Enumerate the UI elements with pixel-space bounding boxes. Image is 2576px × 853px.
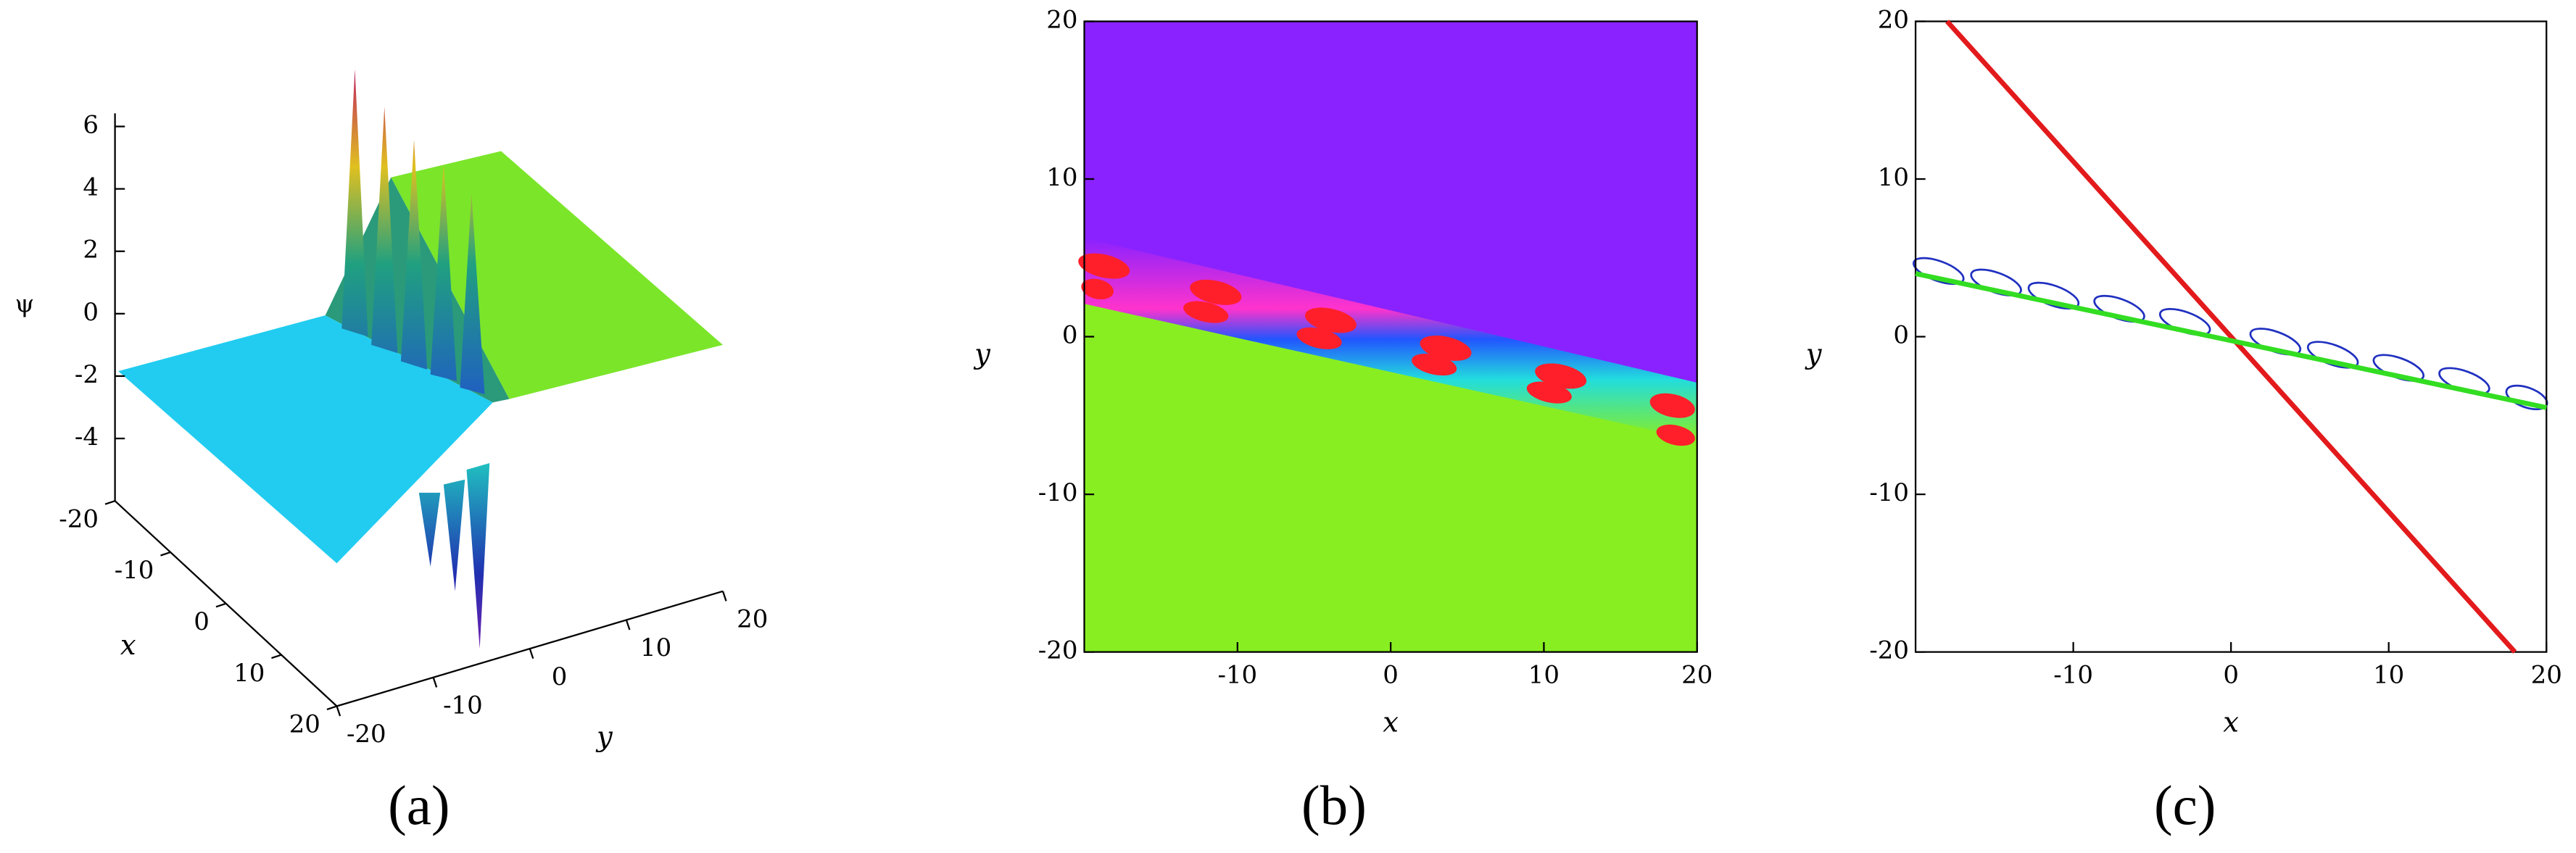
y-tick-label: 10 [640,633,671,662]
panel-caption: (a) [388,774,450,836]
x-tick-label: 20 [2531,661,2562,690]
y-tick-label: -20 [1038,636,1078,665]
y-tick [336,706,341,717]
x-tick-label: 10 [1528,661,1560,690]
z-tick-label: 4 [83,173,99,202]
x-tick-label: 10 [2373,661,2404,690]
x-tick [104,500,115,505]
y-tick-label: -10 [1038,478,1078,507]
z-tick-label: 2 [83,236,99,265]
x-axis-label: x [2223,706,2239,738]
x-tick [326,705,337,710]
panel-caption: (b) [1301,774,1367,836]
x-axis-label: x [1383,706,1399,738]
z-tick-label: 0 [83,298,99,327]
surface [118,69,724,649]
y-tick [625,620,631,631]
x-tick-label: 20 [289,710,320,739]
y-tick-label: 0 [1893,321,1909,350]
z-tick-label: -2 [75,360,99,389]
y-tick-label: 0 [1062,321,1078,350]
y-tick-label: 20 [737,605,768,634]
y-tick-label: 0 [552,662,568,691]
x-tick-label: 10 [233,659,265,688]
y-tick-label: -10 [1869,478,1909,507]
y-tick [432,677,438,688]
density-field [1078,21,1697,652]
y-tick-label: -20 [347,720,386,749]
series-line [1945,20,2517,654]
y-axis-label: y [1805,338,1823,371]
y-axis-label: y [595,721,613,754]
x-tick [271,654,282,659]
series-line [1915,271,2547,410]
y-tick-label: 20 [1046,5,1077,34]
y-tick-label: 10 [1878,163,1909,192]
y-tick-label: 20 [1878,5,1909,34]
x-tick-label: 0 [1383,661,1399,690]
y-axis-label: y [973,338,991,371]
y-tick-label: 10 [1046,163,1077,192]
x-tick-label: -10 [115,556,154,585]
x-tick-label: -10 [1217,661,1257,690]
y-tick-label: -20 [1869,636,1909,665]
z-tick-label: -4 [75,423,99,452]
y-tick-label: -10 [443,691,483,720]
x-tick-label: 0 [2223,661,2239,690]
x-tick-label: 20 [1681,661,1712,690]
x-tick [160,551,171,557]
x-tick-label: -20 [59,504,99,533]
z-axis-label: ψ [15,289,35,318]
x-tick [215,602,226,608]
panel-caption: (c) [2154,774,2216,836]
z-tick-label: 6 [83,111,99,140]
x-axis-label: x [120,629,136,662]
y-tick [529,648,534,659]
x-tick-label: -10 [2053,661,2093,690]
x-tick-label: 0 [194,607,210,636]
y-tick [721,591,727,602]
